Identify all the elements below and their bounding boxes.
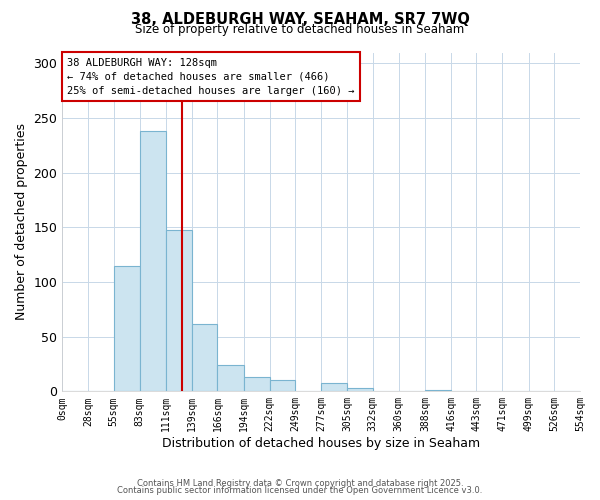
Bar [140,131,166,392]
Bar [166,230,192,392]
Bar [270,380,295,392]
Bar [244,377,270,392]
Bar [425,390,451,392]
Text: Contains HM Land Registry data © Crown copyright and database right 2025.: Contains HM Land Registry data © Crown c… [137,478,463,488]
Text: Contains public sector information licensed under the Open Government Licence v3: Contains public sector information licen… [118,486,482,495]
Text: 38, ALDEBURGH WAY, SEAHAM, SR7 7WQ: 38, ALDEBURGH WAY, SEAHAM, SR7 7WQ [131,12,469,28]
Bar [113,266,140,392]
Text: 38 ALDEBURGH WAY: 128sqm
← 74% of detached houses are smaller (466)
25% of semi-: 38 ALDEBURGH WAY: 128sqm ← 74% of detach… [67,58,355,96]
Bar [347,388,373,392]
Bar [192,324,217,392]
Bar [321,382,347,392]
X-axis label: Distribution of detached houses by size in Seaham: Distribution of detached houses by size … [162,437,480,450]
Y-axis label: Number of detached properties: Number of detached properties [15,124,28,320]
Text: Size of property relative to detached houses in Seaham: Size of property relative to detached ho… [136,22,464,36]
Bar [217,365,244,392]
